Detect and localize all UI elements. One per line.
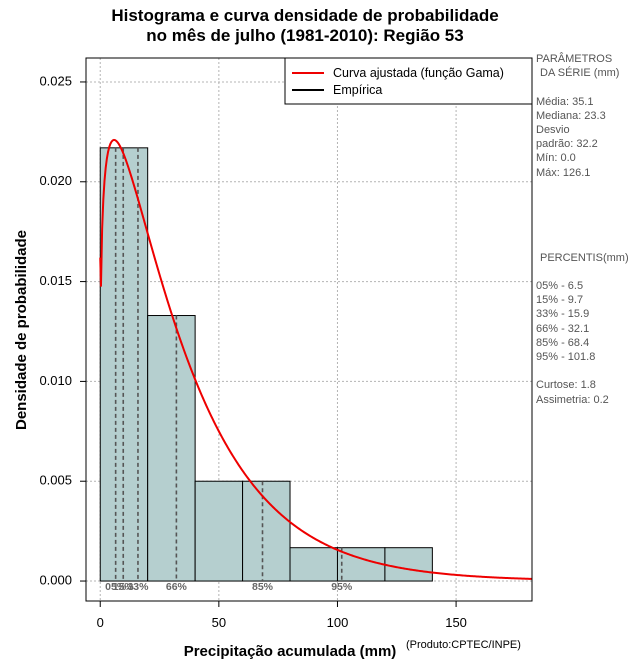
histogram-bars bbox=[99, 147, 433, 582]
legend-box bbox=[284, 57, 533, 105]
histogram-bar bbox=[242, 480, 291, 582]
histogram-bar bbox=[384, 547, 433, 582]
stat-max: Máx: 126.1 bbox=[536, 166, 591, 179]
percentil-33: 33% - 15.9 bbox=[536, 308, 590, 321]
legend[interactable]: Curva ajustada (função Gama) Empírica bbox=[284, 57, 533, 105]
stat-min: Mín: 0.0 bbox=[536, 152, 576, 165]
stat-curtose: Curtose: 1.8 bbox=[536, 379, 596, 392]
y-tick-label: 0.000 bbox=[39, 572, 72, 587]
x-axis-label: Precipitação acumulada (mm) bbox=[184, 643, 397, 660]
percentil-95: 95% - 101.8 bbox=[536, 350, 596, 363]
y-tick-label: 0.015 bbox=[39, 273, 72, 288]
percentile-label-66: 66% bbox=[166, 581, 188, 593]
credit-text: (Produto:CPTEC/INPE) bbox=[406, 639, 521, 651]
percentis-title: PERCENTIS(mm) bbox=[540, 251, 629, 264]
x-tick-label: 50 bbox=[212, 615, 226, 630]
percentile-label-15: 15% bbox=[113, 581, 135, 593]
percentil-66: 66% - 32.1 bbox=[536, 322, 590, 335]
chart-title: Histograma e curva densidade de probabil… bbox=[0, 6, 610, 46]
x-tick-label: 100 bbox=[327, 615, 349, 630]
params-title: PARÂMETROS bbox=[536, 53, 613, 65]
x-tick-label: 150 bbox=[445, 615, 467, 630]
percentil-15: 15% - 9.7 bbox=[536, 294, 584, 307]
stat-mediana: Mediana: 23.3 bbox=[536, 109, 606, 122]
stat-media: Média: 35.1 bbox=[536, 95, 594, 108]
percentile-label-95: 95% bbox=[331, 581, 353, 593]
percentile-lines: 05%15%33% 66% 85% 95% bbox=[105, 147, 353, 593]
legend-label-curve: Curva ajustada (função Gama) bbox=[333, 66, 504, 80]
y-axis-label: Densidade de probabilidade bbox=[13, 230, 30, 430]
title-line-2: no mês de julho (1981-2010): Região 53 bbox=[146, 26, 464, 45]
axes: 0 50 100 150 0.000 0.005 0.010 0.015 0.020 0.025 bbox=[39, 73, 466, 630]
stat-assimetria: Assimetria: 0.2 bbox=[536, 393, 609, 406]
y-tick-label: 0.020 bbox=[39, 173, 72, 188]
percentile-label-33: 33% bbox=[127, 581, 149, 593]
x-tick-label: 0 bbox=[97, 615, 104, 630]
percentil-05: 05% - 6.5 bbox=[536, 280, 584, 292]
legend-label-empirical: Empírica bbox=[333, 83, 382, 97]
histogram-bar bbox=[147, 315, 196, 582]
stat-desvio-label: Desvio bbox=[536, 123, 570, 136]
stat-desvio: padrão: 32.2 bbox=[536, 138, 598, 151]
gamma-fit-curve bbox=[99, 138, 532, 580]
params-subtitle: DA SÉRIE (mm) bbox=[540, 67, 620, 80]
percentile-label-85: 85% bbox=[252, 581, 274, 593]
y-tick-label: 0.005 bbox=[39, 473, 72, 488]
percentil-85: 85% - 68.4 bbox=[536, 336, 590, 349]
title-line-1: Histograma e curva densidade de probabil… bbox=[111, 6, 499, 25]
percentile-label-05: 05% bbox=[105, 581, 127, 593]
histogram-bar bbox=[194, 480, 244, 582]
y-tick-label: 0.010 bbox=[39, 373, 72, 388]
stats-panel: PARÂMETROS DA SÉRIE (mm) Média: 35.1 Med… bbox=[536, 52, 640, 407]
histogram-bar bbox=[289, 547, 338, 582]
y-tick-label: 0.025 bbox=[39, 73, 72, 88]
